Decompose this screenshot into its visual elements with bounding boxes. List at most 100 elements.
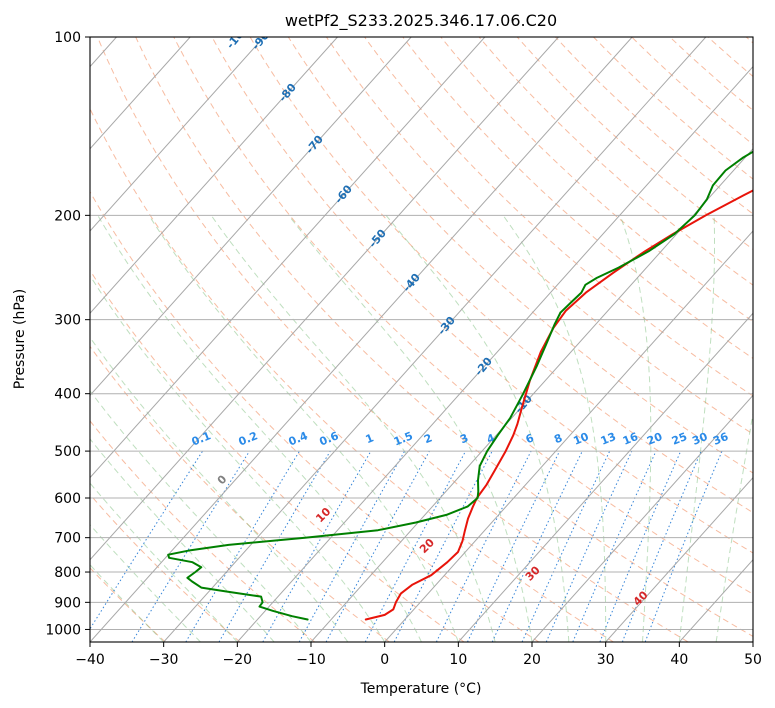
- y-tick-label: 300: [54, 313, 81, 329]
- dry-adiabat-line: [90, 190, 540, 642]
- moist-adiabat-line: [715, 411, 753, 642]
- y-tick-label: 400: [54, 387, 81, 403]
- isotherm-line: [90, 37, 265, 232]
- mixing-ratio-label: 25: [670, 430, 689, 448]
- dry-adiabat-line: [135, 37, 753, 637]
- mixing-ratio-label: 3: [458, 431, 470, 446]
- isotherm-line: [163, 37, 707, 642]
- moist-adiabat-line: [288, 214, 533, 642]
- moist-adiabat-line: [502, 215, 607, 642]
- isotherm-line: [90, 37, 633, 642]
- y-tick-label: 100: [54, 30, 81, 46]
- moist-adiabat-line: [90, 523, 201, 642]
- mixing-ratio-label: 8: [552, 431, 564, 446]
- mixing-ratio-line: [467, 450, 561, 642]
- dry-adiabat-line: [364, 37, 753, 397]
- dry-adiabat-line: [90, 107, 614, 642]
- dry-adiabat-line: [97, 37, 689, 642]
- x-tick-label: 30: [597, 652, 615, 668]
- mixing-ratio-label: 1: [364, 431, 376, 446]
- temperature-profile-line: [364, 189, 753, 621]
- mixing-ratio-line: [491, 450, 583, 642]
- y-tick-label: 1000: [45, 622, 81, 638]
- isotherm-line: [605, 476, 753, 642]
- mixing-ratio-line: [599, 450, 682, 642]
- moist-adiabat-line: [90, 336, 349, 642]
- dry-adiabat-line: [516, 37, 753, 250]
- moist-adiabat-line: [148, 215, 459, 642]
- moist-adiabat-line: [90, 438, 275, 642]
- moist-adiabat-line: [97, 215, 422, 642]
- x-tick-label: −40: [75, 652, 105, 668]
- moist-adiabat-line: [385, 214, 570, 642]
- isotherm-line: [236, 65, 753, 642]
- x-axis-ticks: −40 −30 −20 −10 0 10 20 30 40 50: [75, 642, 762, 668]
- mixing-ratio-line: [131, 450, 250, 642]
- moist-adiabat-line: [210, 215, 496, 642]
- dry-adiabats: [90, 37, 753, 642]
- x-axis-label: Temperature (°C): [360, 681, 482, 697]
- y-tick-label: 600: [54, 491, 81, 507]
- x-tick-label: 0: [380, 652, 389, 668]
- mixing-ratio-label: 16: [621, 430, 640, 448]
- mixing-ratio-line: [545, 450, 633, 642]
- x-tick-label: −20: [223, 652, 253, 668]
- plot-frame: [89, 36, 754, 643]
- x-tick-label: 40: [670, 652, 688, 668]
- isotherm-line: [457, 312, 753, 642]
- isotherms: [90, 37, 753, 642]
- dry-adiabat-line: [90, 420, 316, 642]
- moist-adiabat-line: [90, 482, 238, 642]
- y-tick-label: 900: [54, 595, 81, 611]
- isotherm-line: [531, 394, 753, 642]
- x-tick-label: 10: [449, 652, 467, 668]
- isotherm-line: [384, 230, 753, 642]
- dry-adiabat-line: [325, 37, 753, 435]
- x-tick-label: −30: [149, 652, 179, 668]
- mixing-ratio-line: [435, 450, 532, 642]
- y-tick-label: 800: [54, 565, 81, 581]
- isotherm-line: [90, 37, 412, 397]
- mixing-ratio-label: 36: [711, 430, 730, 448]
- mixing-ratio-label: 10: [571, 430, 590, 448]
- pressure-gridlines: [90, 37, 753, 630]
- dry-adiabat-line: [249, 37, 753, 514]
- chart-title: wetPf2_S233.2025.346.17.06.C20: [285, 11, 557, 31]
- moist-adiabat-line: [619, 215, 652, 642]
- isotherm-line: [310, 148, 753, 642]
- moist-adiabat-line: [90, 564, 165, 642]
- y-tick-label: 200: [54, 208, 81, 224]
- x-tick-label: −10: [296, 652, 326, 668]
- mixing-ratio-label: 2: [422, 431, 434, 446]
- y-axis-ticks: 100 200 300 400 500 600 700 800 900 1000: [45, 30, 90, 638]
- dry-adiabat-line: [478, 37, 753, 286]
- mixing-ratio-line: [521, 450, 611, 642]
- moist-adiabat-line: [90, 390, 312, 642]
- y-tick-label: 500: [54, 444, 81, 460]
- dry-adiabat-line: [90, 269, 465, 642]
- mixing-ratio-line: [185, 450, 300, 642]
- mixing-ratio-line: [572, 450, 657, 642]
- x-tick-label: 20: [523, 652, 541, 668]
- y-tick-label: 700: [54, 531, 81, 547]
- y-axis-label: Pressure (hPa): [12, 289, 28, 389]
- mixing-ratio-line: [325, 450, 430, 642]
- moist-adiabat-line: [90, 274, 386, 642]
- moist-adiabat-line: [678, 215, 715, 642]
- dry-adiabat-line: [287, 37, 753, 474]
- isotherm-line: [90, 37, 338, 314]
- isotherm-line: [90, 37, 191, 150]
- mixing-ratio-label: 30: [690, 430, 709, 448]
- dry-adiabat-line: [211, 37, 753, 554]
- mixing-ratio-line: [298, 450, 406, 642]
- dry-adiabat-line: [173, 37, 753, 595]
- isotherm-line: [90, 37, 559, 561]
- mixing-ratio-label: 13: [599, 430, 618, 448]
- mixing-ratio-line: [90, 450, 204, 630]
- dewpoint-profile-line: [167, 150, 753, 621]
- profile-series: [167, 150, 753, 621]
- mixing-ratio-line: [218, 450, 331, 642]
- mixing-ratio-lines: [90, 450, 723, 642]
